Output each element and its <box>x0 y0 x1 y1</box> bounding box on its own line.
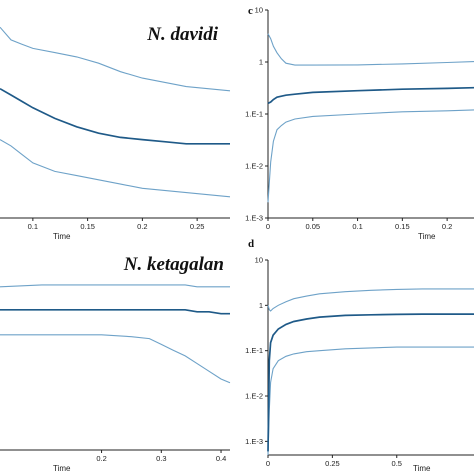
x-axis-title-top-left: Time <box>53 232 71 241</box>
y-tick-label: 1.E-1 <box>245 346 263 355</box>
y-tick-label: 1.E-3 <box>245 214 263 223</box>
x-tick-label: 0.1 <box>352 222 362 231</box>
x-axis-title-d: Time <box>413 464 431 473</box>
y-tick-label: 10 <box>255 6 263 15</box>
x-tick-label: 0.3 <box>156 454 166 463</box>
y-tick-label: 1.E-2 <box>245 162 263 171</box>
x-tick-label: 0.1 <box>28 222 38 231</box>
panel-c: c Time 0 0.05 0.1 0.15 0.2 10 1 1.E-1 1.E-2 1.E-3 <box>245 5 474 241</box>
panel-top-left-n-davidi: N. davidi Time 0.1 0.15 0.2 0.25 <box>0 24 231 241</box>
species-label-n-ketagalan: N. ketagalan <box>123 254 224 275</box>
species-label-n-davidi: N. davidi <box>146 24 218 45</box>
x-tick-label: 0.25 <box>325 459 340 468</box>
x-tick-label: 0.2 <box>96 454 106 463</box>
y-tick-label: 1 <box>259 58 263 67</box>
lower-interval-line <box>0 334 231 384</box>
panel-d: d Time 0 0.25 0.5 10 1 1.E-1 1.E-2 1.E-3 <box>245 238 474 473</box>
x-tick-label: 0 <box>266 222 270 231</box>
median-line <box>267 313 474 452</box>
panel-bottom-left-n-ketagalan: N. ketagalan Time 0.2 0.3 0.4 <box>0 254 231 473</box>
x-tick-label: 0.05 <box>305 222 320 231</box>
upper-interval-line <box>0 284 230 288</box>
y-tick-label: 1.E-2 <box>245 392 263 401</box>
x-tick-label: 0.2 <box>137 222 147 231</box>
panel-letter-c: c <box>248 5 253 17</box>
lower-interval-line <box>267 346 474 456</box>
lower-interval-line <box>267 109 474 203</box>
x-tick-label: 0.15 <box>395 222 410 231</box>
x-tick-label: 0 <box>266 459 270 468</box>
upper-interval-line <box>267 288 474 312</box>
median-line <box>0 308 230 315</box>
x-axis-title-c: Time <box>418 232 436 241</box>
y-tick-label: 10 <box>255 256 263 265</box>
x-axis-title-bottom-left: Time <box>53 464 71 473</box>
upper-interval-line <box>0 26 231 92</box>
upper-interval-line <box>267 33 474 66</box>
y-tick-label: 1.E-3 <box>245 437 263 446</box>
median-line <box>0 87 230 145</box>
median-line <box>267 86 474 105</box>
x-tick-label: 0.2 <box>442 222 452 231</box>
x-tick-label: 0.25 <box>190 222 205 231</box>
y-tick-label: 1 <box>259 301 263 310</box>
lower-interval-line <box>0 139 231 198</box>
panel-letter-d: d <box>248 238 254 250</box>
y-tick-label: 1.E-1 <box>245 110 263 119</box>
x-tick-label: 0.15 <box>80 222 95 231</box>
x-tick-label: 0.4 <box>216 454 226 463</box>
x-tick-label: 0.5 <box>392 459 402 468</box>
